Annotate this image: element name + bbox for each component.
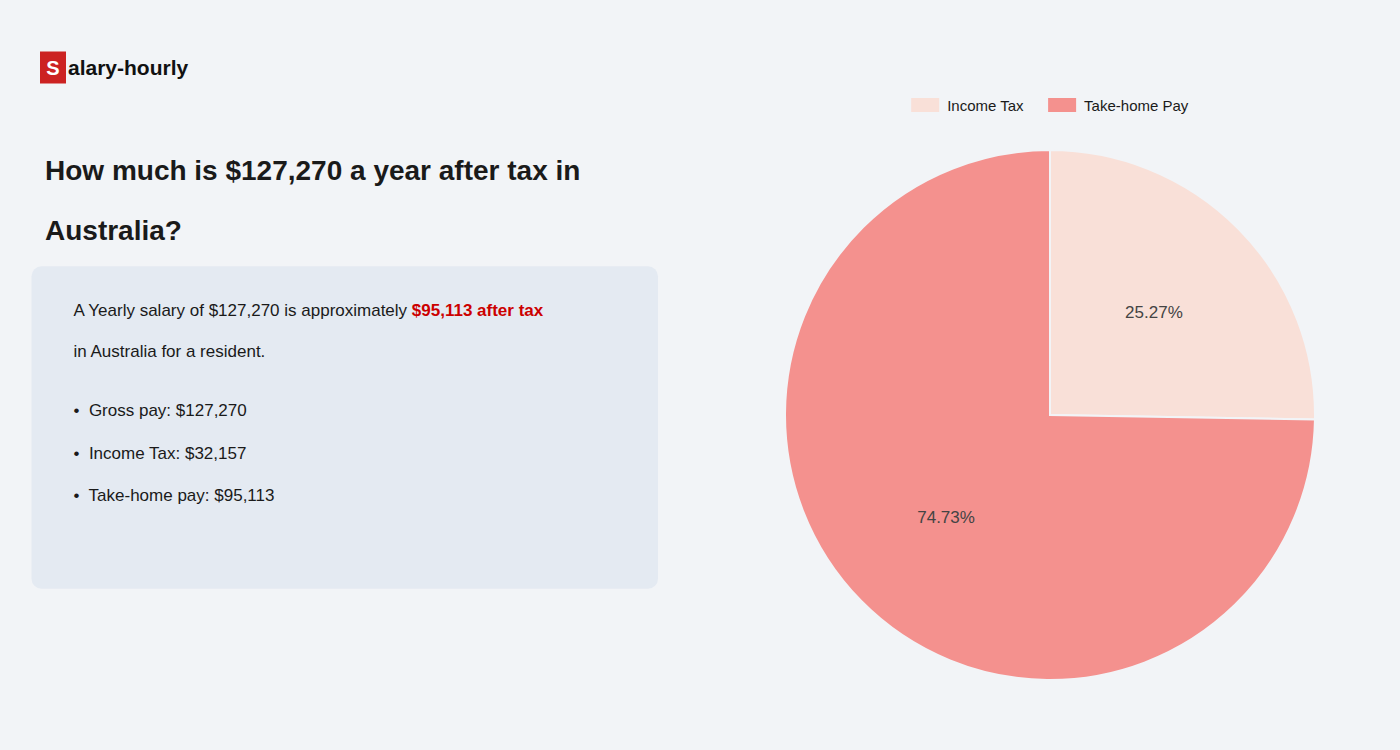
data-label: 25.27% <box>1125 303 1183 322</box>
title: How much is $127,270 a year after tax in… <box>45 155 588 246</box>
legend-label: Income Tax <box>947 97 1024 114</box>
info-text: in Australia for a resident. <box>74 342 266 361</box>
bullet-item: • Income Tax: $32,157 <box>74 444 247 463</box>
legend-label: Take-home Pay <box>1084 97 1189 114</box>
text-panel: Salary-hourly How much is $127,270 a year… <box>32 52 659 589</box>
data-labels: 25.27% 74.73% <box>917 303 1183 526</box>
info-box <box>32 266 659 589</box>
info-highlight: $95,113 after tax <box>412 301 544 320</box>
logo-box <box>40 52 66 84</box>
bullet-item: • Gross pay: $127,270 <box>74 401 247 420</box>
title-line: How much is $127,270 a year after tax in <box>45 155 588 186</box>
legend: Income Tax Take-home Pay <box>911 97 1189 114</box>
title-line: Australia? <box>45 215 182 246</box>
info-text: A Yearly salary of $127,270 is approxima… <box>74 301 412 320</box>
legend-item: Income Tax <box>911 97 1024 114</box>
data-label: 74.73% <box>917 508 975 527</box>
pie <box>785 150 1315 680</box>
pie-slice <box>785 150 1315 680</box>
legend-swatch <box>1048 98 1076 112</box>
logo-rest: alary-hourly <box>68 56 189 79</box>
chart: Salary-hourly How much is $127,270 a year… <box>0 0 1400 750</box>
legend-swatch <box>911 98 939 112</box>
logo-s: S <box>46 57 59 79</box>
legend-item: Take-home Pay <box>1048 97 1189 114</box>
pie-slice <box>1050 150 1315 419</box>
bullet-item: • Take-home pay: $95,113 <box>74 486 275 505</box>
